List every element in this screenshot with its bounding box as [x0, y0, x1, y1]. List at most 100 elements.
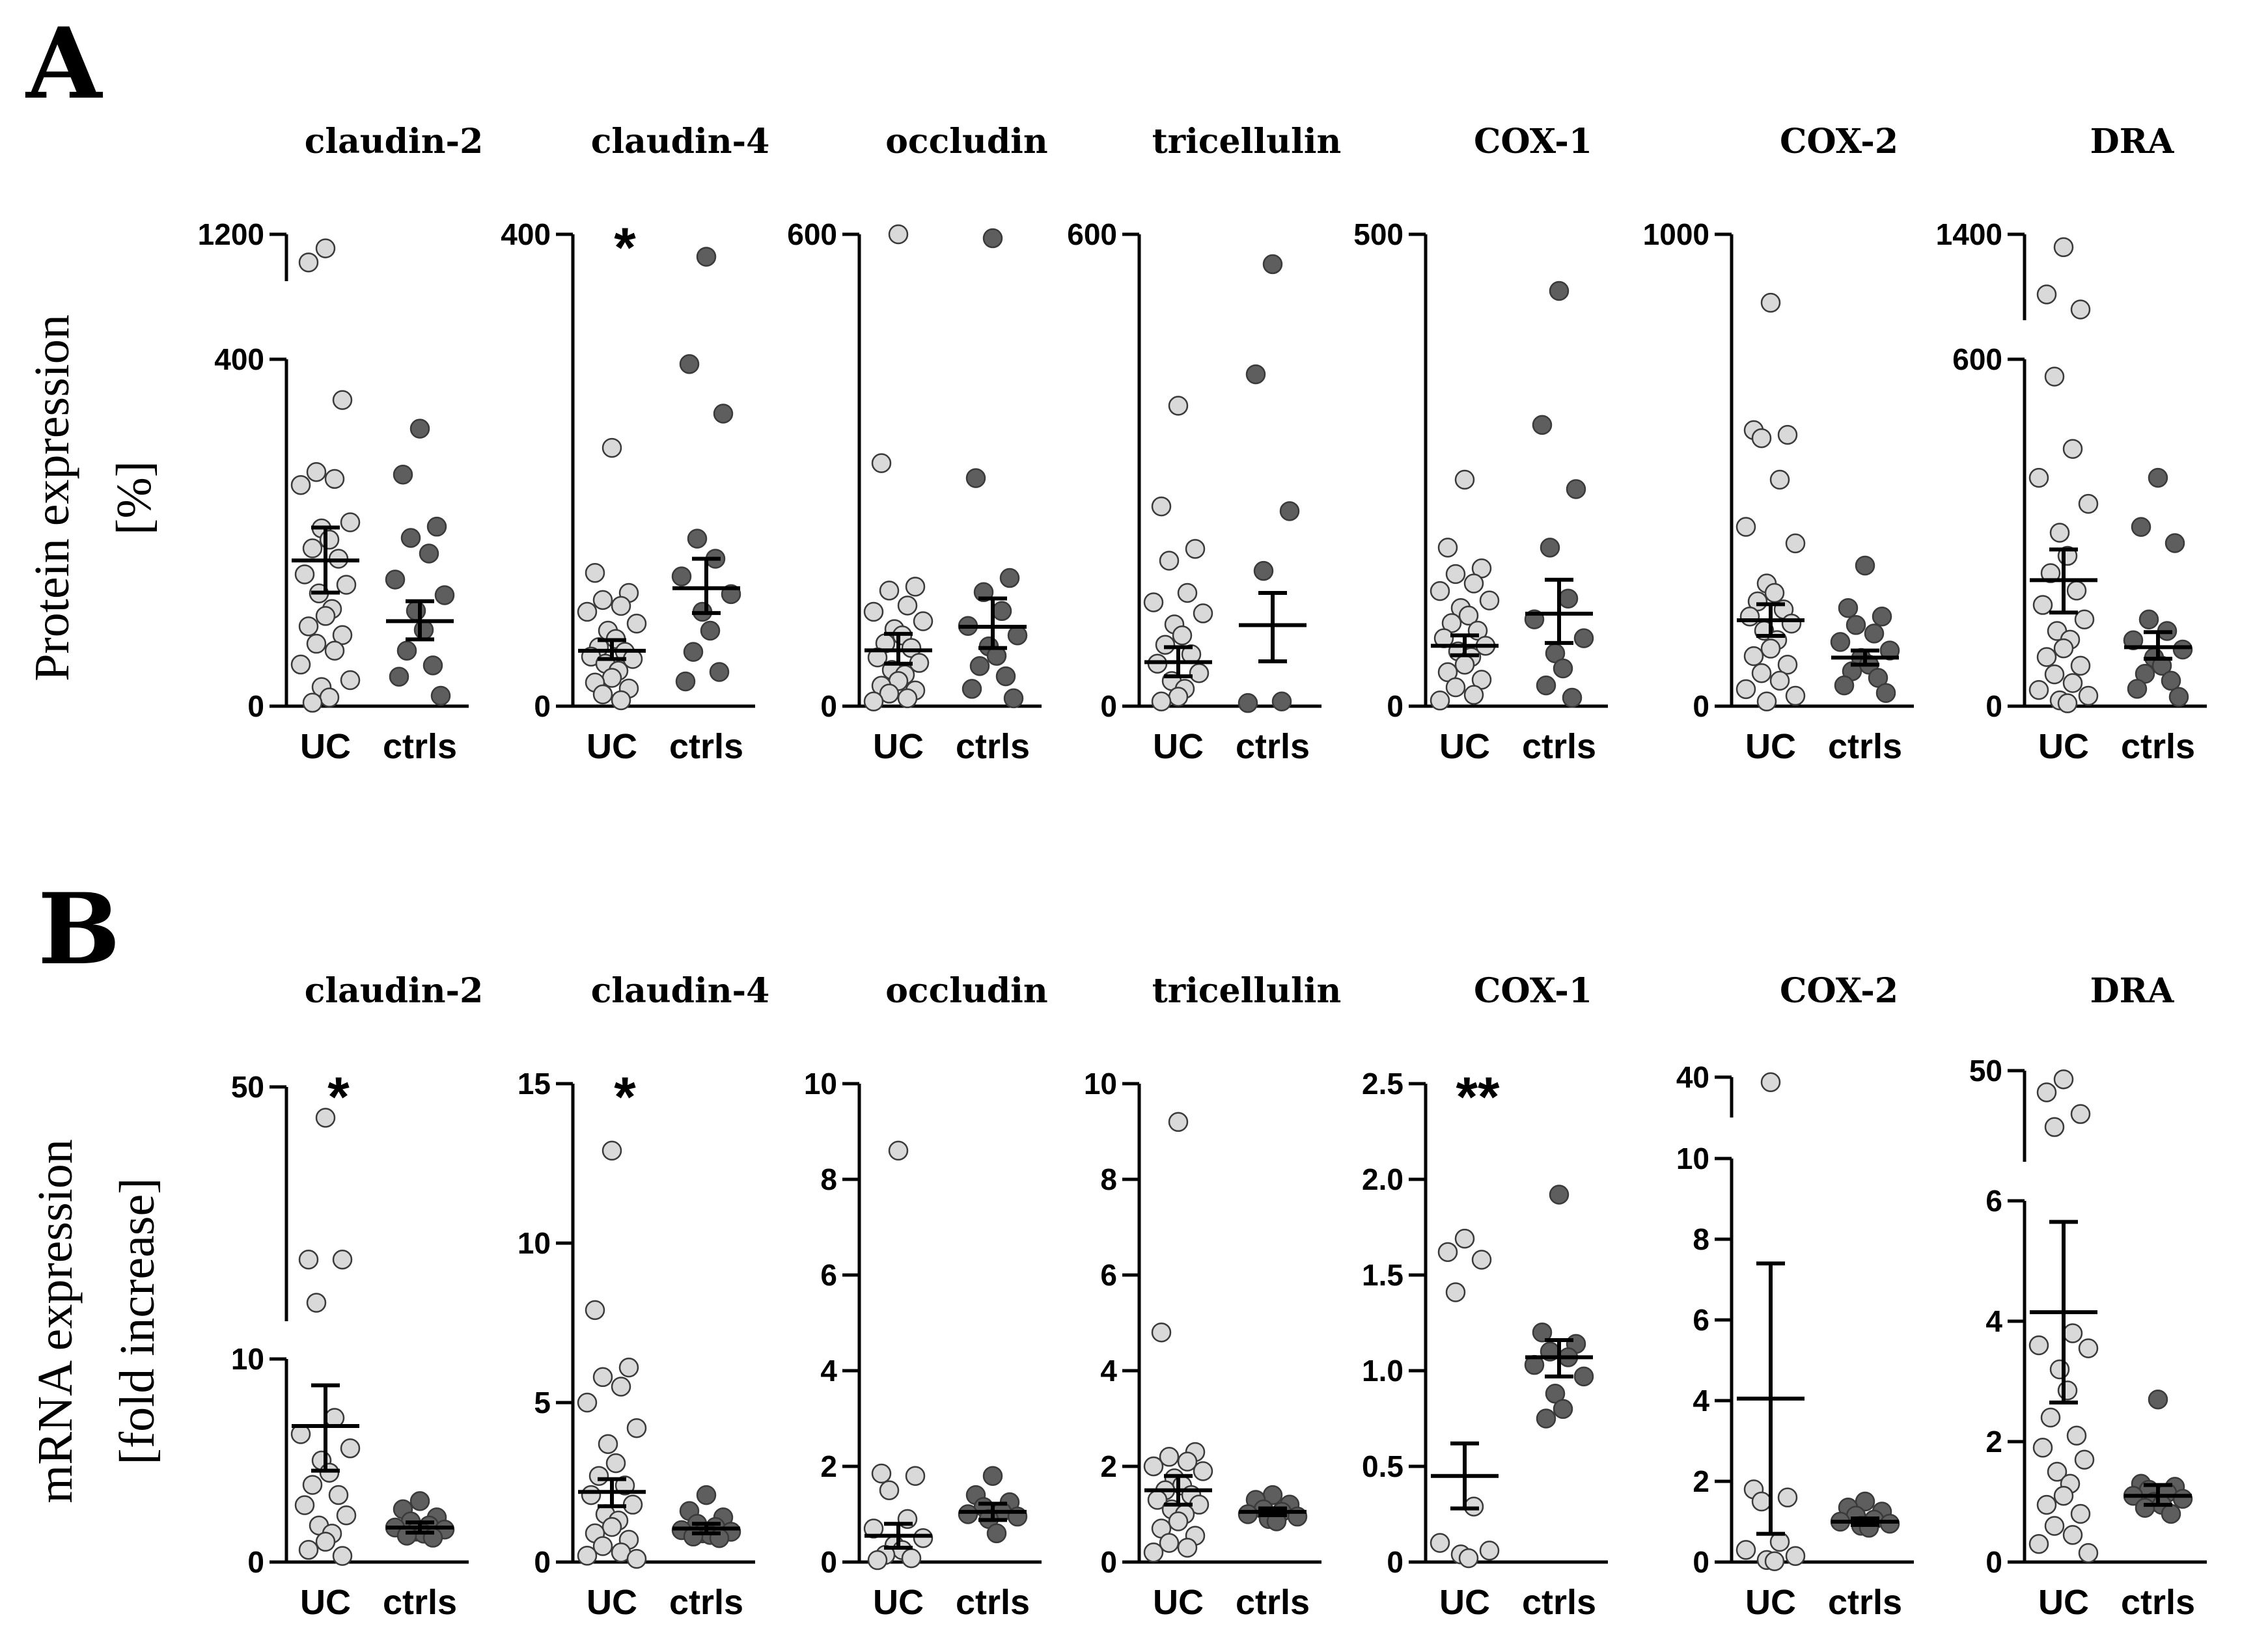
y-tick-label: 600 [1067, 217, 1117, 251]
y-tick-label: 0 [1985, 1545, 2002, 1579]
category-label-ctrls: ctrls [1828, 1583, 1902, 1622]
category-label-uc: UC [873, 1583, 924, 1622]
data-point-uc [2044, 366, 2065, 387]
category-label-ctrls: ctrls [1236, 727, 1310, 766]
data-point-uc [1437, 538, 1458, 558]
data-point-uc [2028, 1534, 2049, 1554]
chart-cox-1-protein: 0 500 COX-1 UC ctrls [1353, 122, 1608, 766]
data-point-uc [2078, 1338, 2099, 1358]
chart-title: COX-1 [1474, 122, 1592, 161]
data-point-ctrls [679, 354, 700, 374]
data-point-ctrls [982, 1466, 1003, 1486]
significance-marker: ** [1456, 1066, 1500, 1129]
y-tick-label: 8 [1100, 1162, 1117, 1196]
chart-title: occludin [885, 122, 1048, 161]
data-point-uc [1155, 635, 1176, 655]
data-point-uc [2044, 664, 2065, 685]
data-point-uc [2070, 1503, 2091, 1524]
y-tick-label: 4 [1100, 1354, 1117, 1388]
data-point-uc [1185, 539, 1206, 559]
panel-letter-a: A [25, 7, 104, 121]
y-tick-label: 50 [231, 1070, 264, 1104]
data-point-uc [306, 461, 327, 482]
category-label-ctrls: ctrls [2121, 727, 2195, 766]
data-point-uc [2078, 1543, 2099, 1563]
data-point-uc [1458, 605, 1479, 626]
data-point-ctrls [393, 464, 413, 485]
y-tick-label: 0 [1693, 689, 1709, 723]
data-point-uc [577, 1392, 598, 1413]
data-point-uc [2036, 284, 2057, 305]
data-point-ctrls [1864, 624, 1885, 644]
data-point-uc [302, 538, 323, 558]
data-point-ctrls [406, 601, 426, 621]
data-point-uc [298, 1540, 319, 1560]
data-point-uc [871, 1463, 892, 1484]
data-point-uc [294, 564, 315, 584]
data-point-uc [2053, 1486, 2074, 1506]
data-point-ctrls [400, 528, 421, 548]
data-point-uc [897, 688, 918, 709]
y-tick-label: 1000 [1643, 217, 1709, 251]
data-point-uc [319, 529, 340, 550]
category-label-uc: UC [1153, 1583, 1204, 1622]
data-point-uc [1479, 590, 1500, 610]
data-point-uc [871, 453, 892, 473]
data-point-ctrls [396, 640, 417, 661]
data-point-uc [1177, 1537, 1198, 1558]
data-point-ctrls [1532, 1322, 1553, 1343]
data-point-ctrls [1553, 658, 1573, 679]
data-point-ctrls [2161, 670, 2181, 691]
y-tick-label: 1.5 [1362, 1258, 1404, 1292]
y-tick-label: 5 [534, 1386, 551, 1420]
data-point-ctrls [2131, 517, 2151, 537]
y-tick-label: 10 [1676, 1142, 1709, 1175]
data-point-uc [1172, 625, 1193, 646]
row-a-ylabel-line1: Protein expression [25, 314, 79, 681]
data-point-uc [2070, 1104, 2091, 1124]
y-tick-label: 6 [1985, 1184, 2002, 1218]
data-point-uc [1760, 1072, 1781, 1092]
data-point-uc [592, 684, 613, 705]
data-point-uc [1189, 663, 1210, 683]
data-point-uc [1777, 654, 1798, 675]
data-point-uc [302, 693, 323, 713]
data-point-ctrls [1003, 688, 1024, 709]
data-point-ctrls [1872, 607, 1892, 627]
data-point-ctrls [1253, 560, 1274, 581]
data-point-uc [585, 562, 605, 583]
data-point-uc [888, 224, 909, 245]
chart-claudin-2-protein: 0 400 1200 claudin-2 UC ctrls [198, 122, 484, 766]
data-point-ctrls [422, 655, 443, 676]
category-label-ctrls: ctrls [1522, 1583, 1596, 1622]
data-point-uc [622, 1494, 643, 1515]
data-point-uc [1193, 1461, 1213, 1481]
data-point-ctrls [426, 516, 447, 537]
data-point-uc [588, 1466, 609, 1486]
data-point-uc [1756, 691, 1777, 711]
data-point-uc [1159, 1447, 1180, 1467]
data-point-ctrls [430, 685, 451, 706]
data-point-uc [1760, 292, 1781, 313]
data-point-uc [905, 1466, 926, 1486]
data-point-uc [336, 1505, 357, 1526]
data-point-uc [592, 590, 613, 610]
y-tick-label: 4 [1693, 1384, 1709, 1418]
y-tick-label: 6 [820, 1258, 837, 1292]
y-tick-label: 2 [1100, 1449, 1117, 1483]
data-point-uc [324, 640, 345, 661]
data-point-ctrls [1549, 281, 1570, 301]
data-point-ctrls [1834, 675, 1855, 696]
data-point-ctrls [961, 679, 982, 699]
data-point-ctrls [413, 620, 434, 640]
data-point-uc [1177, 583, 1198, 603]
data-point-ctrls [2164, 533, 2185, 553]
data-point-uc [1151, 496, 1172, 517]
y-tick-label: 6 [1100, 1258, 1117, 1292]
data-point-ctrls [2172, 639, 2193, 660]
data-point-ctrls [1875, 683, 1896, 703]
data-point-uc [598, 1434, 618, 1454]
category-label-ctrls: ctrls [383, 1583, 457, 1622]
data-point-ctrls [2138, 609, 2159, 629]
